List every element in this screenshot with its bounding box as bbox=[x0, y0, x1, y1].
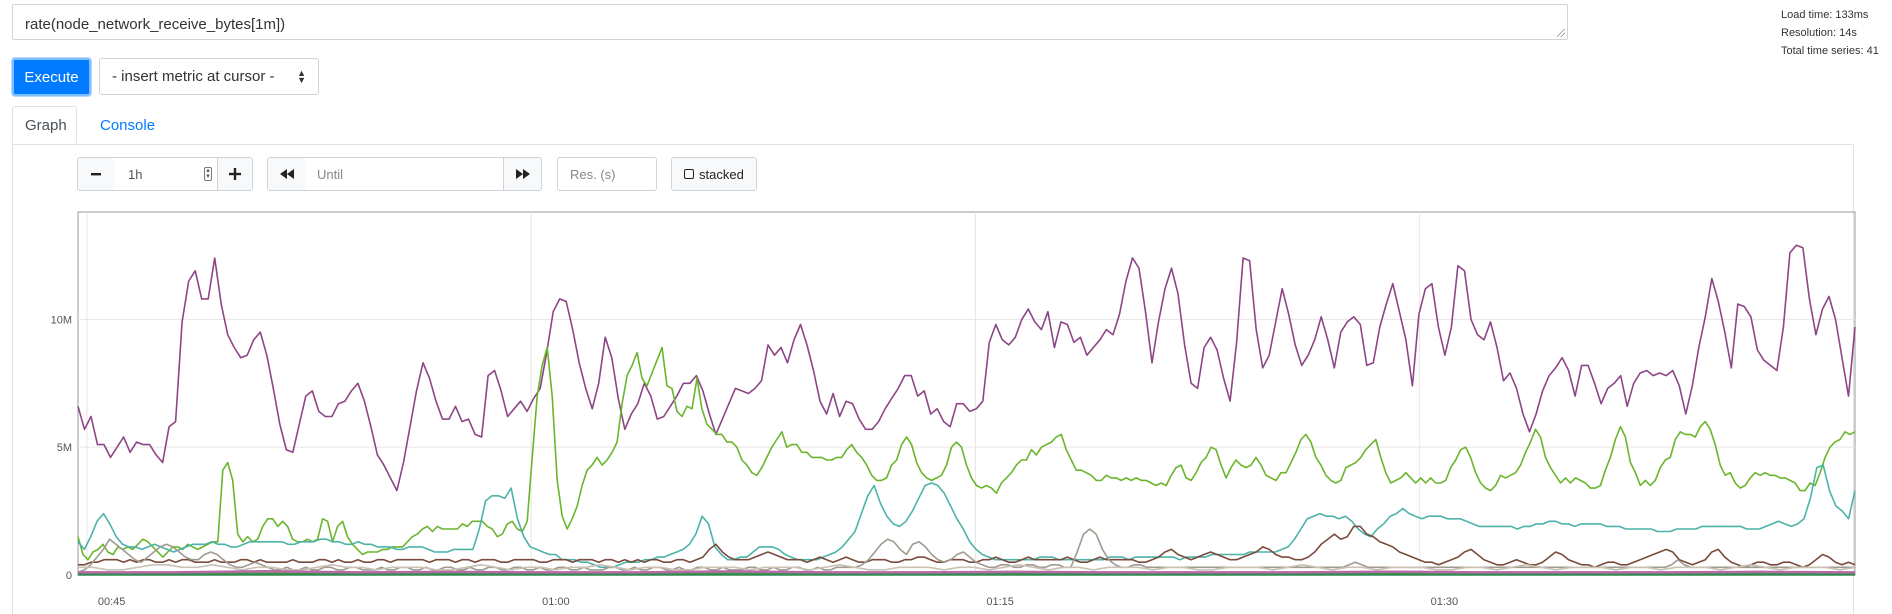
fast-backward-icon bbox=[279, 169, 294, 179]
chart-grid bbox=[77, 211, 1856, 576]
plot-frame bbox=[77, 211, 1856, 576]
series-line-1[interactable] bbox=[77, 244, 1856, 492]
expression-input[interactable]: rate(node_network_receive_bytes[1m]) bbox=[12, 4, 1568, 40]
range-value: 1h bbox=[128, 166, 143, 182]
end-time-back-button[interactable] bbox=[267, 157, 306, 191]
x-tick-label: 01:30 bbox=[1431, 596, 1459, 608]
y-tick-label: 5M bbox=[57, 442, 72, 454]
range-increase-button[interactable] bbox=[217, 157, 253, 191]
plus-icon bbox=[229, 168, 241, 180]
load-time: Load time: 133ms bbox=[1781, 9, 1869, 21]
x-tick-label: 00:45 bbox=[98, 596, 126, 608]
total-series-stat: Total time series: 41 bbox=[1781, 45, 1879, 57]
chart-series bbox=[77, 244, 1856, 576]
stacked-checkbox-icon bbox=[684, 169, 694, 179]
fast-forward-icon bbox=[515, 169, 530, 179]
query-stats: Load time: 133ms Resolution: 14s Total t… bbox=[1781, 6, 1879, 60]
series-line-2[interactable] bbox=[77, 346, 1856, 561]
select-caret-icon: ▲ ▼ bbox=[297, 68, 306, 85]
series-line-6[interactable] bbox=[78, 563, 1856, 571]
graph-panel bbox=[12, 144, 1854, 614]
tab-bar: Graph Console bbox=[12, 106, 1852, 145]
end-time-forward-button[interactable] bbox=[503, 157, 542, 191]
resolution-input[interactable]: Res. (s) bbox=[557, 157, 657, 191]
tab-console-label: Console bbox=[100, 116, 156, 134]
resolution-placeholder: Res. (s) bbox=[570, 166, 616, 182]
y-tick-label: 10M bbox=[51, 314, 72, 326]
until-placeholder: Until bbox=[317, 166, 344, 182]
tab-graph-label: Graph bbox=[25, 116, 67, 134]
expression-text: rate(node_network_receive_bytes[1m]) bbox=[25, 16, 286, 33]
range-decrease-button[interactable] bbox=[77, 157, 115, 191]
resolution-stat: Resolution: 14s bbox=[1781, 27, 1857, 39]
stacked-label: stacked bbox=[699, 166, 744, 182]
y-tick-label: 0 bbox=[66, 570, 72, 582]
x-tick-label: 01:15 bbox=[986, 596, 1014, 608]
range-input[interactable]: 1h ▴ ▾ bbox=[114, 157, 218, 191]
x-tick-label: 01:00 bbox=[542, 596, 570, 608]
until-input[interactable]: Until bbox=[305, 157, 504, 191]
series-line-9[interactable] bbox=[78, 569, 1856, 574]
tab-console[interactable]: Console bbox=[88, 106, 167, 144]
series-line-4[interactable] bbox=[78, 525, 1856, 569]
insert-metric-select[interactable]: - insert metric at cursor - ▲ ▼ bbox=[99, 58, 319, 95]
resize-grip-icon[interactable] bbox=[1557, 29, 1565, 37]
tab-graph[interactable]: Graph bbox=[12, 106, 77, 144]
stacked-toggle[interactable]: stacked bbox=[671, 157, 757, 191]
series-line-3[interactable] bbox=[77, 464, 1856, 569]
execute-button[interactable]: Execute bbox=[12, 58, 91, 96]
spinner-icon[interactable]: ▴ ▾ bbox=[204, 167, 212, 181]
minus-icon bbox=[91, 173, 101, 176]
insert-metric-label: - insert metric at cursor - bbox=[112, 68, 275, 85]
chart-axis-labels: 0 5M 10M 00:45 01:00 01:15 01:30 bbox=[51, 314, 1459, 608]
